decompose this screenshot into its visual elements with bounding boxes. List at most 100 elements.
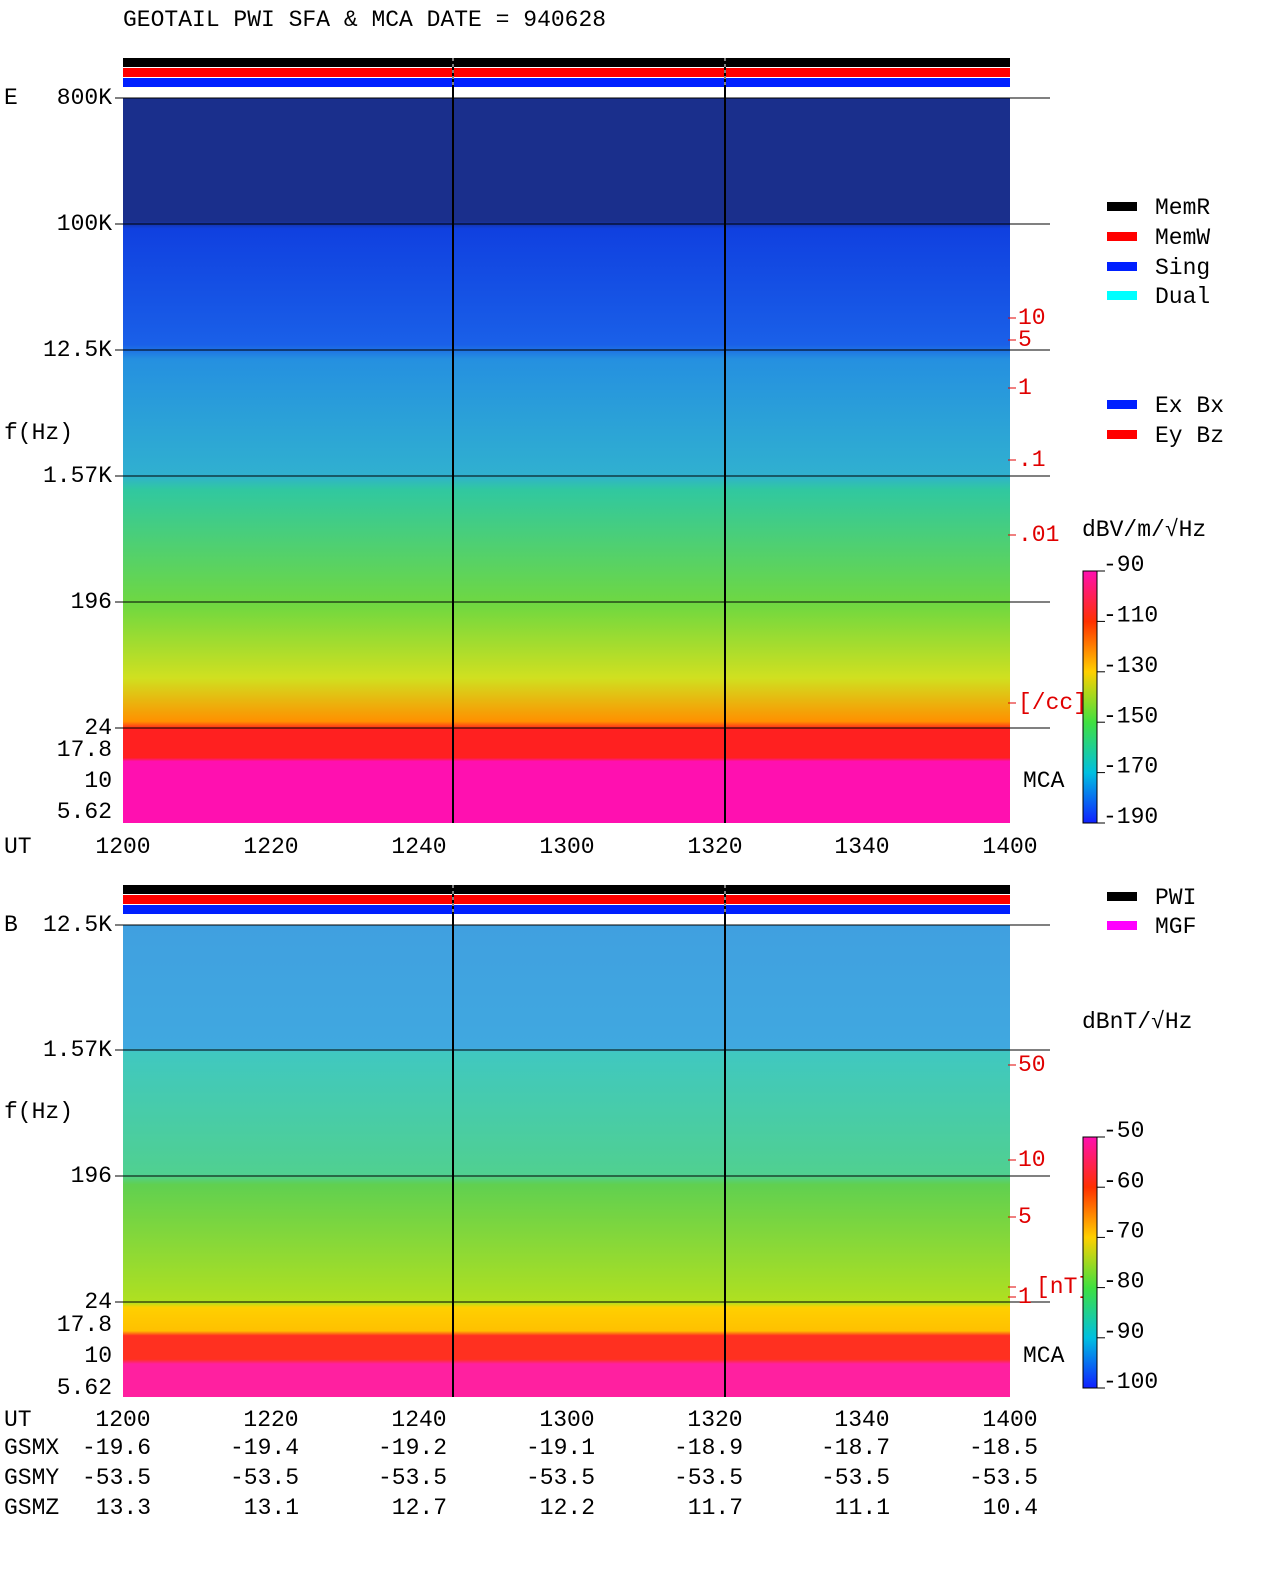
orbit-label: GSMY <box>4 1465 59 1491</box>
right-scale-label: .1 <box>1018 447 1046 473</box>
colorbar <box>1082 1136 1098 1389</box>
component-label: E <box>4 85 18 111</box>
mode-bar <box>123 68 1010 77</box>
x-tick-label: 1220 <box>243 1407 298 1433</box>
y-axis-label: f(Hz) <box>4 420 73 446</box>
colorbar-tick-label: -50 <box>1103 1118 1144 1144</box>
y-tick-label: 12.5K <box>43 912 112 938</box>
right-scale-label: .01 <box>1018 522 1059 548</box>
colorbar-tick-label: -170 <box>1103 754 1158 780</box>
legend-swatch <box>1107 892 1137 901</box>
x-axis-label: UT <box>4 834 32 860</box>
mode-bar <box>123 58 1010 67</box>
x-tick-label: 1200 <box>95 1407 150 1433</box>
orbit-value: -19.2 <box>378 1435 447 1461</box>
y-tick-label: 24 <box>84 1289 112 1315</box>
legend-swatch <box>1107 202 1137 211</box>
orbit-value: 11.7 <box>688 1495 743 1521</box>
colorbar-tick-label: -70 <box>1103 1218 1144 1244</box>
right-scale-label: 5 <box>1018 327 1032 353</box>
right-scale-label: 10 <box>1018 305 1046 331</box>
x-tick-label: 1320 <box>687 1407 742 1433</box>
legend-swatch <box>1107 430 1137 439</box>
y-tick-label: 800K <box>57 85 112 111</box>
y-tick-label: 100K <box>57 211 112 237</box>
legend-swatch <box>1107 400 1137 409</box>
legend-swatch <box>1107 291 1137 300</box>
mca-label: MCA <box>1023 768 1065 794</box>
mca-label: MCA <box>1023 1343 1065 1369</box>
orbit-value: -19.1 <box>526 1435 595 1461</box>
x-tick-label: 1220 <box>243 834 298 860</box>
orbit-value: 11.1 <box>835 1495 890 1521</box>
x-tick-label: 1240 <box>391 1407 446 1433</box>
orbit-value: -18.7 <box>821 1435 890 1461</box>
y-tick-label: 10 <box>84 768 112 794</box>
x-tick-label: 1400 <box>982 1407 1037 1433</box>
y-tick-label: 5.62 <box>57 799 112 825</box>
right-scale-label: [/cc] <box>1018 690 1087 716</box>
orbit-value: -19.6 <box>82 1435 151 1461</box>
right-scale-label: 50 <box>1018 1052 1046 1078</box>
orbit-value: -53.5 <box>230 1465 299 1491</box>
y-tick-label: 196 <box>71 589 112 615</box>
colorbar-unit: dBnT/√Hz <box>1082 1009 1192 1035</box>
y-tick-label: 1.57K <box>43 1037 112 1063</box>
orbit-value: -53.5 <box>526 1465 595 1491</box>
legend-label: Dual <box>1155 284 1210 310</box>
colorbar-tick-label: -110 <box>1103 602 1158 628</box>
orbit-value: -53.5 <box>674 1465 743 1491</box>
right-scale-label: 10 <box>1018 1147 1046 1173</box>
y-tick-label: 17.8 <box>57 1312 112 1338</box>
x-axis-label: UT <box>4 1407 32 1433</box>
x-tick-label: 1340 <box>834 834 889 860</box>
orbit-value: 12.7 <box>392 1495 447 1521</box>
x-tick-label: 1400 <box>982 834 1037 860</box>
x-tick-label: 1300 <box>539 834 594 860</box>
y-tick-label: 196 <box>71 1163 112 1189</box>
legend-label: MGF <box>1155 914 1196 940</box>
orbit-value: -18.5 <box>969 1435 1038 1461</box>
orbit-value: -53.5 <box>969 1465 1038 1491</box>
mode-bar <box>123 905 1010 914</box>
legend-label: Ex Bx <box>1155 393 1224 419</box>
legend-label: PWI <box>1155 885 1196 911</box>
legend-label: Sing <box>1155 255 1210 281</box>
mode-bar <box>123 78 1010 87</box>
right-scale-label: 1 <box>1018 375 1032 401</box>
x-tick-label: 1240 <box>391 834 446 860</box>
legend-label: MemW <box>1155 225 1210 251</box>
y-tick-label: 24 <box>84 715 112 741</box>
orbit-value: -18.9 <box>674 1435 743 1461</box>
orbit-value: 13.3 <box>96 1495 151 1521</box>
colorbar-tick-label: -90 <box>1103 1319 1144 1345</box>
x-tick-label: 1340 <box>834 1407 889 1433</box>
y-tick-label: 10 <box>84 1343 112 1369</box>
colorbar-unit: dBV/m/√Hz <box>1082 517 1206 543</box>
title: GEOTAIL PWI SFA & MCA DATE = 940628 <box>123 7 606 33</box>
colorbar-tick-label: -130 <box>1103 653 1158 679</box>
y-tick-label: 12.5K <box>43 337 112 363</box>
orbit-label: GSMX <box>4 1435 59 1461</box>
x-tick-label: 1200 <box>95 834 150 860</box>
legend-label: MemR <box>1155 195 1210 221</box>
orbit-value: 13.1 <box>244 1495 299 1521</box>
right-scale-label: [nT] <box>1036 1274 1091 1300</box>
colorbar-tick-label: -190 <box>1103 804 1158 830</box>
colorbar-tick-label: -90 <box>1103 552 1144 578</box>
orbit-label: GSMZ <box>4 1495 59 1521</box>
colorbar <box>1082 570 1098 824</box>
colorbar-tick-label: -100 <box>1103 1369 1158 1395</box>
legend-swatch <box>1107 921 1137 930</box>
mode-bar <box>123 885 1010 894</box>
right-scale-label: 1 <box>1018 1284 1032 1310</box>
orbit-value: -53.5 <box>378 1465 447 1491</box>
spectrogram <box>123 925 1010 1397</box>
y-tick-label: 5.62 <box>57 1375 112 1401</box>
mode-bar <box>123 895 1010 904</box>
x-tick-label: 1320 <box>687 834 742 860</box>
orbit-value: -53.5 <box>82 1465 151 1491</box>
legend-swatch <box>1107 262 1137 271</box>
